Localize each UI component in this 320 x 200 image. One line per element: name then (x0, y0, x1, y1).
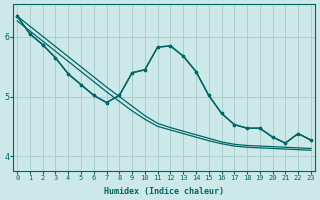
X-axis label: Humidex (Indice chaleur): Humidex (Indice chaleur) (104, 187, 224, 196)
